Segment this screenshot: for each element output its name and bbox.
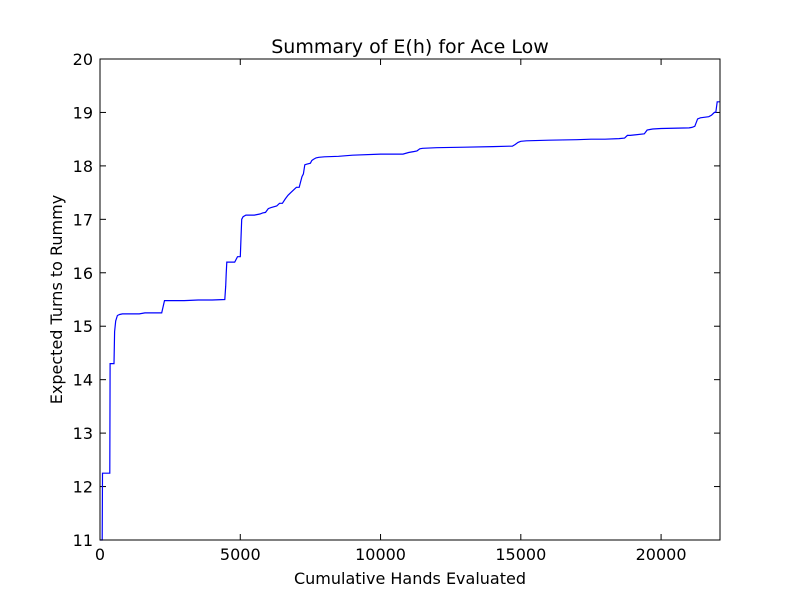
- y-tick-label: 12: [73, 478, 93, 497]
- x-tick-label: 0: [95, 545, 105, 564]
- x-tick-label: 10000: [355, 545, 406, 564]
- series-line: [100, 101, 720, 541]
- series-lines: [100, 101, 720, 541]
- x-tick-label: 15000: [495, 545, 546, 564]
- x-tick-label: 5000: [220, 545, 261, 564]
- y-tick-label: 18: [73, 157, 93, 176]
- chart-title: Summary of E(h) for Ace Low: [271, 36, 549, 58]
- y-tick-label: 16: [73, 264, 93, 283]
- x-tick-label: 20000: [636, 545, 687, 564]
- y-tick-label: 11: [73, 531, 93, 550]
- axis-ticks: 0 5000 10000 15000 20000 11 12 13 14 15 16 17 18 19 20: [73, 50, 720, 564]
- x-axis-label: Cumulative Hands Evaluated: [294, 569, 526, 588]
- y-tick-label: 13: [73, 424, 93, 443]
- y-tick-label: 14: [73, 371, 93, 390]
- plot-area: [100, 59, 720, 540]
- y-axis-label: Expected Turns to Rummy: [47, 195, 66, 404]
- y-tick-label: 15: [73, 317, 93, 336]
- plot-frame: [99, 58, 721, 541]
- y-tick-label: 19: [73, 103, 93, 122]
- y-tick-label: 20: [73, 50, 93, 69]
- y-tick-label: 17: [73, 210, 93, 229]
